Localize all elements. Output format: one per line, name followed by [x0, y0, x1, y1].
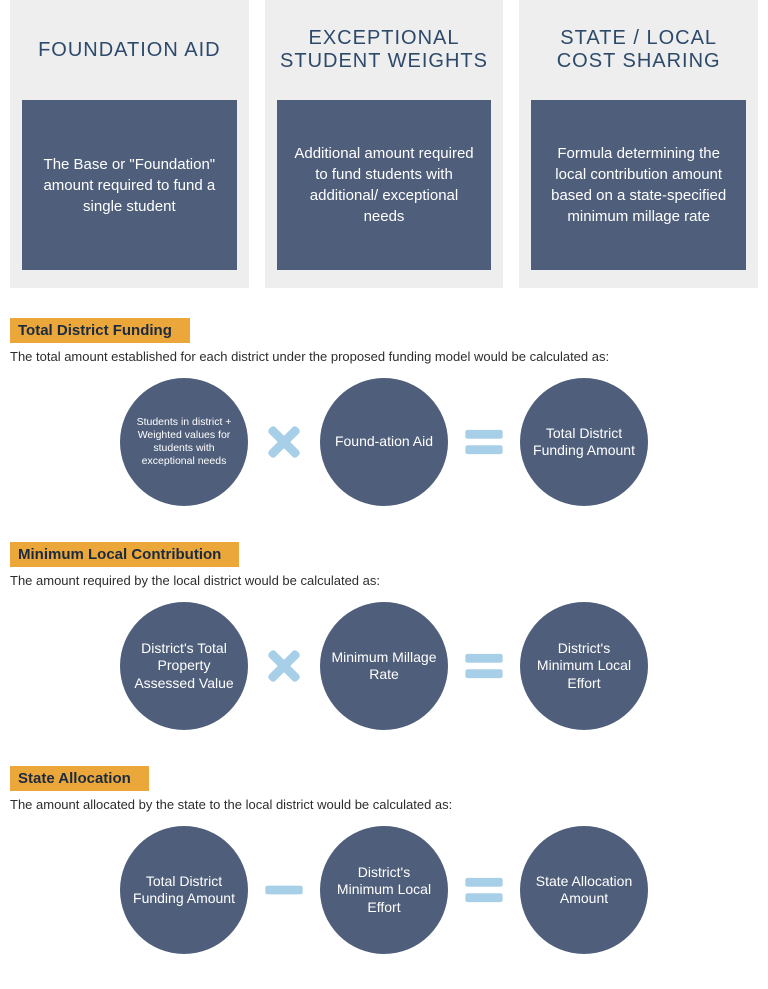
card-body: Additional amount required to fund stude… — [277, 100, 492, 270]
card-cost-sharing: STATE / LOCAL COST SHARING Formula deter… — [519, 0, 758, 288]
formula-result: District's Minimum Local Effort — [520, 602, 648, 730]
formula-result: Total District Funding Amount — [520, 378, 648, 506]
card-title: FOUNDATION AID — [38, 14, 221, 86]
formula-operand-mid: District's Minimum Local Effort — [320, 826, 448, 954]
formula-operand-left: Total District Funding Amount — [120, 826, 248, 954]
card-title: EXCEPTIONAL STUDENT WEIGHTS — [277, 14, 492, 86]
section-label: State Allocation — [10, 766, 149, 791]
formula-operand-mid: Minimum Millage Rate — [320, 602, 448, 730]
formula-operand-left: Students in district + Weighted values f… — [120, 378, 248, 506]
formula-operand-mid: Found-ation Aid — [320, 378, 448, 506]
card-foundation-aid: FOUNDATION AID The Base or "Foundation" … — [10, 0, 249, 288]
section-total-district-funding: Total District Funding The total amount … — [0, 308, 768, 532]
section-description: The amount required by the local distric… — [10, 573, 758, 588]
formula-operand-left: District's Total Property Assessed Value — [120, 602, 248, 730]
card-title: STATE / LOCAL COST SHARING — [531, 14, 746, 86]
section-description: The amount allocated by the state to the… — [10, 797, 758, 812]
formula-row: Students in district + Weighted values f… — [10, 378, 758, 506]
section-state-allocation: State Allocation The amount allocated by… — [0, 756, 768, 980]
formula-row: District's Total Property Assessed Value… — [10, 602, 758, 730]
card-body: Formula determining the local contributi… — [531, 100, 746, 270]
card-body: The Base or "Foundation" amount required… — [22, 100, 237, 270]
times-icon — [262, 420, 306, 464]
section-description: The total amount established for each di… — [10, 349, 758, 364]
card-exceptional-weights: EXCEPTIONAL STUDENT WEIGHTS Additional a… — [265, 0, 504, 288]
equals-icon — [462, 420, 506, 464]
equals-icon — [462, 644, 506, 688]
section-label: Total District Funding — [10, 318, 190, 343]
formula-row: Total District Funding Amount District's… — [10, 826, 758, 954]
section-minimum-local-contribution: Minimum Local Contribution The amount re… — [0, 532, 768, 756]
section-label: Minimum Local Contribution — [10, 542, 239, 567]
minus-icon — [262, 868, 306, 912]
definition-cards-row: FOUNDATION AID The Base or "Foundation" … — [0, 0, 768, 308]
equals-icon — [462, 868, 506, 912]
formula-result: State Allocation Amount — [520, 826, 648, 954]
times-icon — [262, 644, 306, 688]
